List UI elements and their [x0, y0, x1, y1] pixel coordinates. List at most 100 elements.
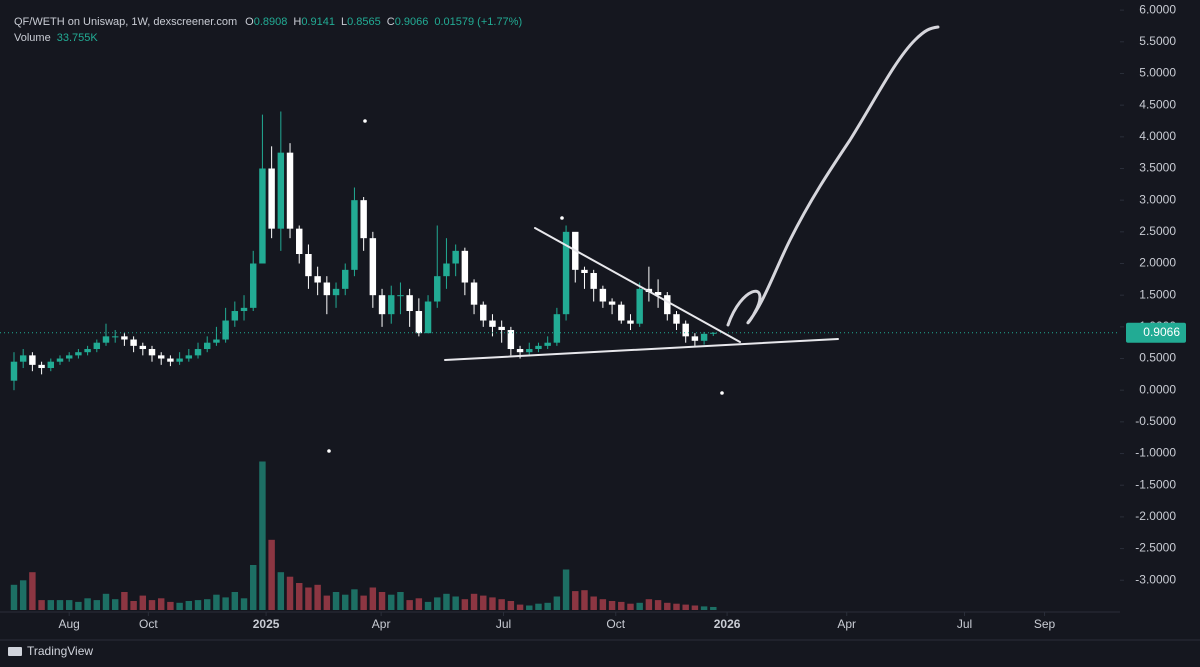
- legend-c: C: [387, 16, 395, 28]
- volume-bar: [654, 600, 662, 610]
- volume-bar: [176, 602, 183, 610]
- candle-body: [111, 336, 119, 338]
- y-tick-label: 1.5000: [1139, 287, 1176, 301]
- candle-body: [286, 152, 294, 229]
- x-tick-label: Jul: [496, 617, 511, 631]
- volume-bar: [590, 596, 597, 610]
- candle-body: [268, 168, 275, 229]
- trend-line: [534, 227, 741, 343]
- x-tick-label: Oct: [139, 617, 158, 631]
- volume-bar: [10, 584, 18, 610]
- candle-body: [157, 355, 165, 359]
- volume-bar: [332, 592, 340, 610]
- y-tick-label: 0.5000: [1139, 351, 1176, 365]
- volume-bar: [121, 592, 128, 610]
- candle-body: [213, 339, 220, 343]
- candle-body: [222, 320, 229, 340]
- trend-line: [444, 338, 839, 361]
- candle-body: [176, 358, 183, 362]
- candle-body: [581, 269, 588, 274]
- volume-bar: [461, 599, 469, 610]
- volume-bar: [434, 597, 441, 610]
- candle-body: [342, 269, 349, 289]
- legend-l: L: [341, 16, 347, 28]
- volume-value: 33.755K: [57, 32, 99, 44]
- legend-l-value: 0.8565: [347, 16, 381, 28]
- candle-body: [314, 276, 321, 283]
- candle-body: [10, 361, 18, 381]
- y-tick-label: 4.5000: [1139, 97, 1176, 111]
- candle-body: [710, 332, 717, 334]
- volume-bar: [388, 594, 395, 610]
- volume-bar: [130, 601, 137, 610]
- volume-bar: [535, 603, 542, 610]
- candle-body: [194, 349, 202, 356]
- candle-body: [627, 320, 634, 324]
- candle-body: [93, 342, 101, 350]
- plot: [0, 111, 1120, 610]
- volume-bar: [240, 598, 248, 610]
- candle-body: [682, 323, 689, 337]
- candle-body: [351, 200, 358, 270]
- candle-body: [231, 311, 239, 321]
- volume-bar: [213, 594, 220, 610]
- volume-bar: [581, 590, 588, 610]
- x-tick-label: Aug: [59, 617, 80, 631]
- candle-body: [691, 336, 699, 341]
- logo: TradingView: [8, 644, 93, 658]
- volume-bar: [562, 569, 570, 610]
- volume-bar: [452, 596, 459, 610]
- volume-bar: [203, 599, 211, 610]
- y-tick-label: -1.0000: [1135, 446, 1176, 460]
- volume-bar: [111, 599, 119, 610]
- candle-body: [121, 336, 128, 340]
- candle-body: [700, 333, 708, 341]
- volume-bar: [572, 591, 579, 610]
- candle-body: [139, 345, 147, 350]
- candle-body: [461, 250, 469, 283]
- candle-body: [203, 342, 211, 350]
- candle-body: [480, 304, 487, 321]
- candle-body: [250, 263, 257, 308]
- volume-bar: [369, 587, 377, 610]
- y-tick-label: -2.5000: [1135, 541, 1176, 555]
- candle-body: [618, 304, 625, 321]
- candle-body: [599, 288, 607, 302]
- volume-bar: [498, 599, 505, 610]
- y-tick-label: 0.0000: [1139, 382, 1176, 396]
- volume-title: Volume: [14, 32, 51, 44]
- volume-bar: [489, 597, 496, 610]
- legend: QF/WETH on Uniswap, 1W, dexscreener.com O…: [14, 16, 522, 28]
- candle-body: [305, 254, 312, 277]
- volume-bar: [470, 593, 478, 610]
- y-tick-label: 6.0000: [1139, 2, 1176, 16]
- y-tick-label: -0.5000: [1135, 414, 1176, 428]
- volume-bar: [185, 601, 193, 610]
- candle-body: [590, 273, 597, 289]
- candle-body: [673, 314, 680, 324]
- candle-body: [434, 276, 441, 302]
- logo-icon: [8, 647, 22, 656]
- candle-body: [544, 342, 551, 346]
- volume-bar: [397, 592, 404, 610]
- candle-body: [526, 349, 533, 353]
- legend-o-value: 0.8908: [254, 16, 288, 28]
- volume-bar: [645, 599, 653, 610]
- price-label: 0.9066: [1143, 325, 1180, 339]
- candle-body: [19, 355, 27, 362]
- candle-body: [424, 301, 432, 334]
- candle-body: [84, 349, 91, 353]
- drawings: [327, 25, 940, 453]
- volume-bar: [47, 600, 55, 610]
- volume-bar: [378, 592, 386, 610]
- volume-bar: [250, 565, 257, 610]
- volume-bar: [480, 595, 487, 610]
- legend-h-value: 0.9141: [301, 16, 335, 28]
- volume-bar: [424, 601, 432, 610]
- candle-body: [369, 238, 377, 296]
- legend-o: O: [245, 16, 254, 28]
- volume-bar: [93, 600, 101, 610]
- volume-bar: [710, 606, 717, 610]
- candle-body: [185, 355, 193, 359]
